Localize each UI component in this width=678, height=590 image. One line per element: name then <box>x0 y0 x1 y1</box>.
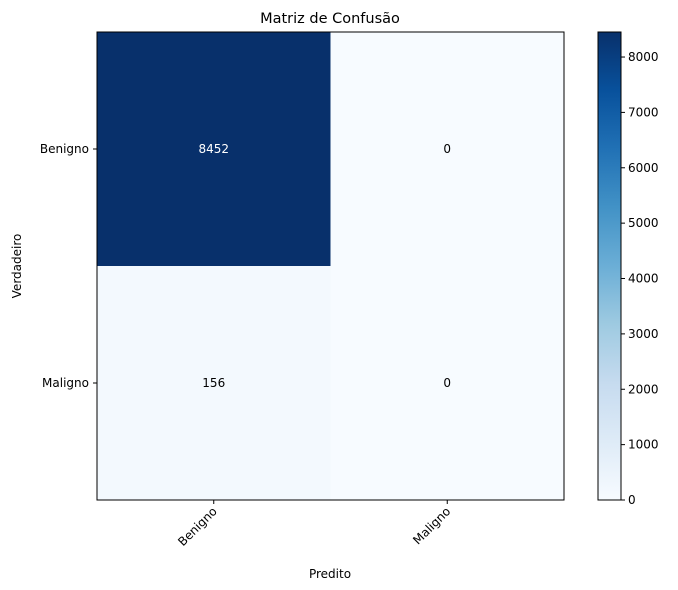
y-tick-label: Benigno <box>40 142 89 156</box>
heatmap-cells <box>97 32 564 500</box>
cell-value-label: 0 <box>443 142 451 156</box>
y-axis-ticks: Benigno Maligno <box>40 142 97 390</box>
heatmap-cell <box>97 32 331 266</box>
y-axis-label: Verdadeiro <box>10 234 24 299</box>
heatmap-cell <box>330 266 564 500</box>
colorbar-tick-label: 1000 <box>628 438 659 452</box>
cell-value-label: 0 <box>443 376 451 390</box>
colorbar-tick-label: 4000 <box>628 272 659 286</box>
x-tick-label: Maligno <box>410 504 453 547</box>
colorbar-tick-label: 2000 <box>628 382 659 396</box>
chart-title: Matriz de Confusão <box>260 11 400 27</box>
heatmap-cell-labels: 8452 0 156 0 <box>198 142 451 390</box>
colorbar-tick-label: 7000 <box>628 105 659 119</box>
colorbar-tick-label: 8000 <box>628 50 659 64</box>
colorbar-ticks: 0 1000 2000 3000 4000 5000 6000 7000 8000 <box>621 50 659 507</box>
colorbar-tick-label: 0 <box>628 493 636 507</box>
y-tick-label: Maligno <box>42 376 89 390</box>
heatmap-cell <box>97 266 331 500</box>
plot-frame <box>96 31 565 501</box>
colorbar <box>597 31 622 501</box>
colorbar-tick-label: 5000 <box>628 216 659 230</box>
cell-value-label: 156 <box>202 376 225 390</box>
x-axis-label: Predito <box>309 567 351 581</box>
colorbar-tick-label: 3000 <box>628 327 659 341</box>
cell-value-label: 8452 <box>198 142 229 156</box>
x-axis-ticks: Benigno Maligno <box>175 500 453 549</box>
x-tick-label: Benigno <box>175 504 220 549</box>
heatmap-cell <box>330 32 564 266</box>
colorbar-tick-label: 6000 <box>628 161 659 175</box>
